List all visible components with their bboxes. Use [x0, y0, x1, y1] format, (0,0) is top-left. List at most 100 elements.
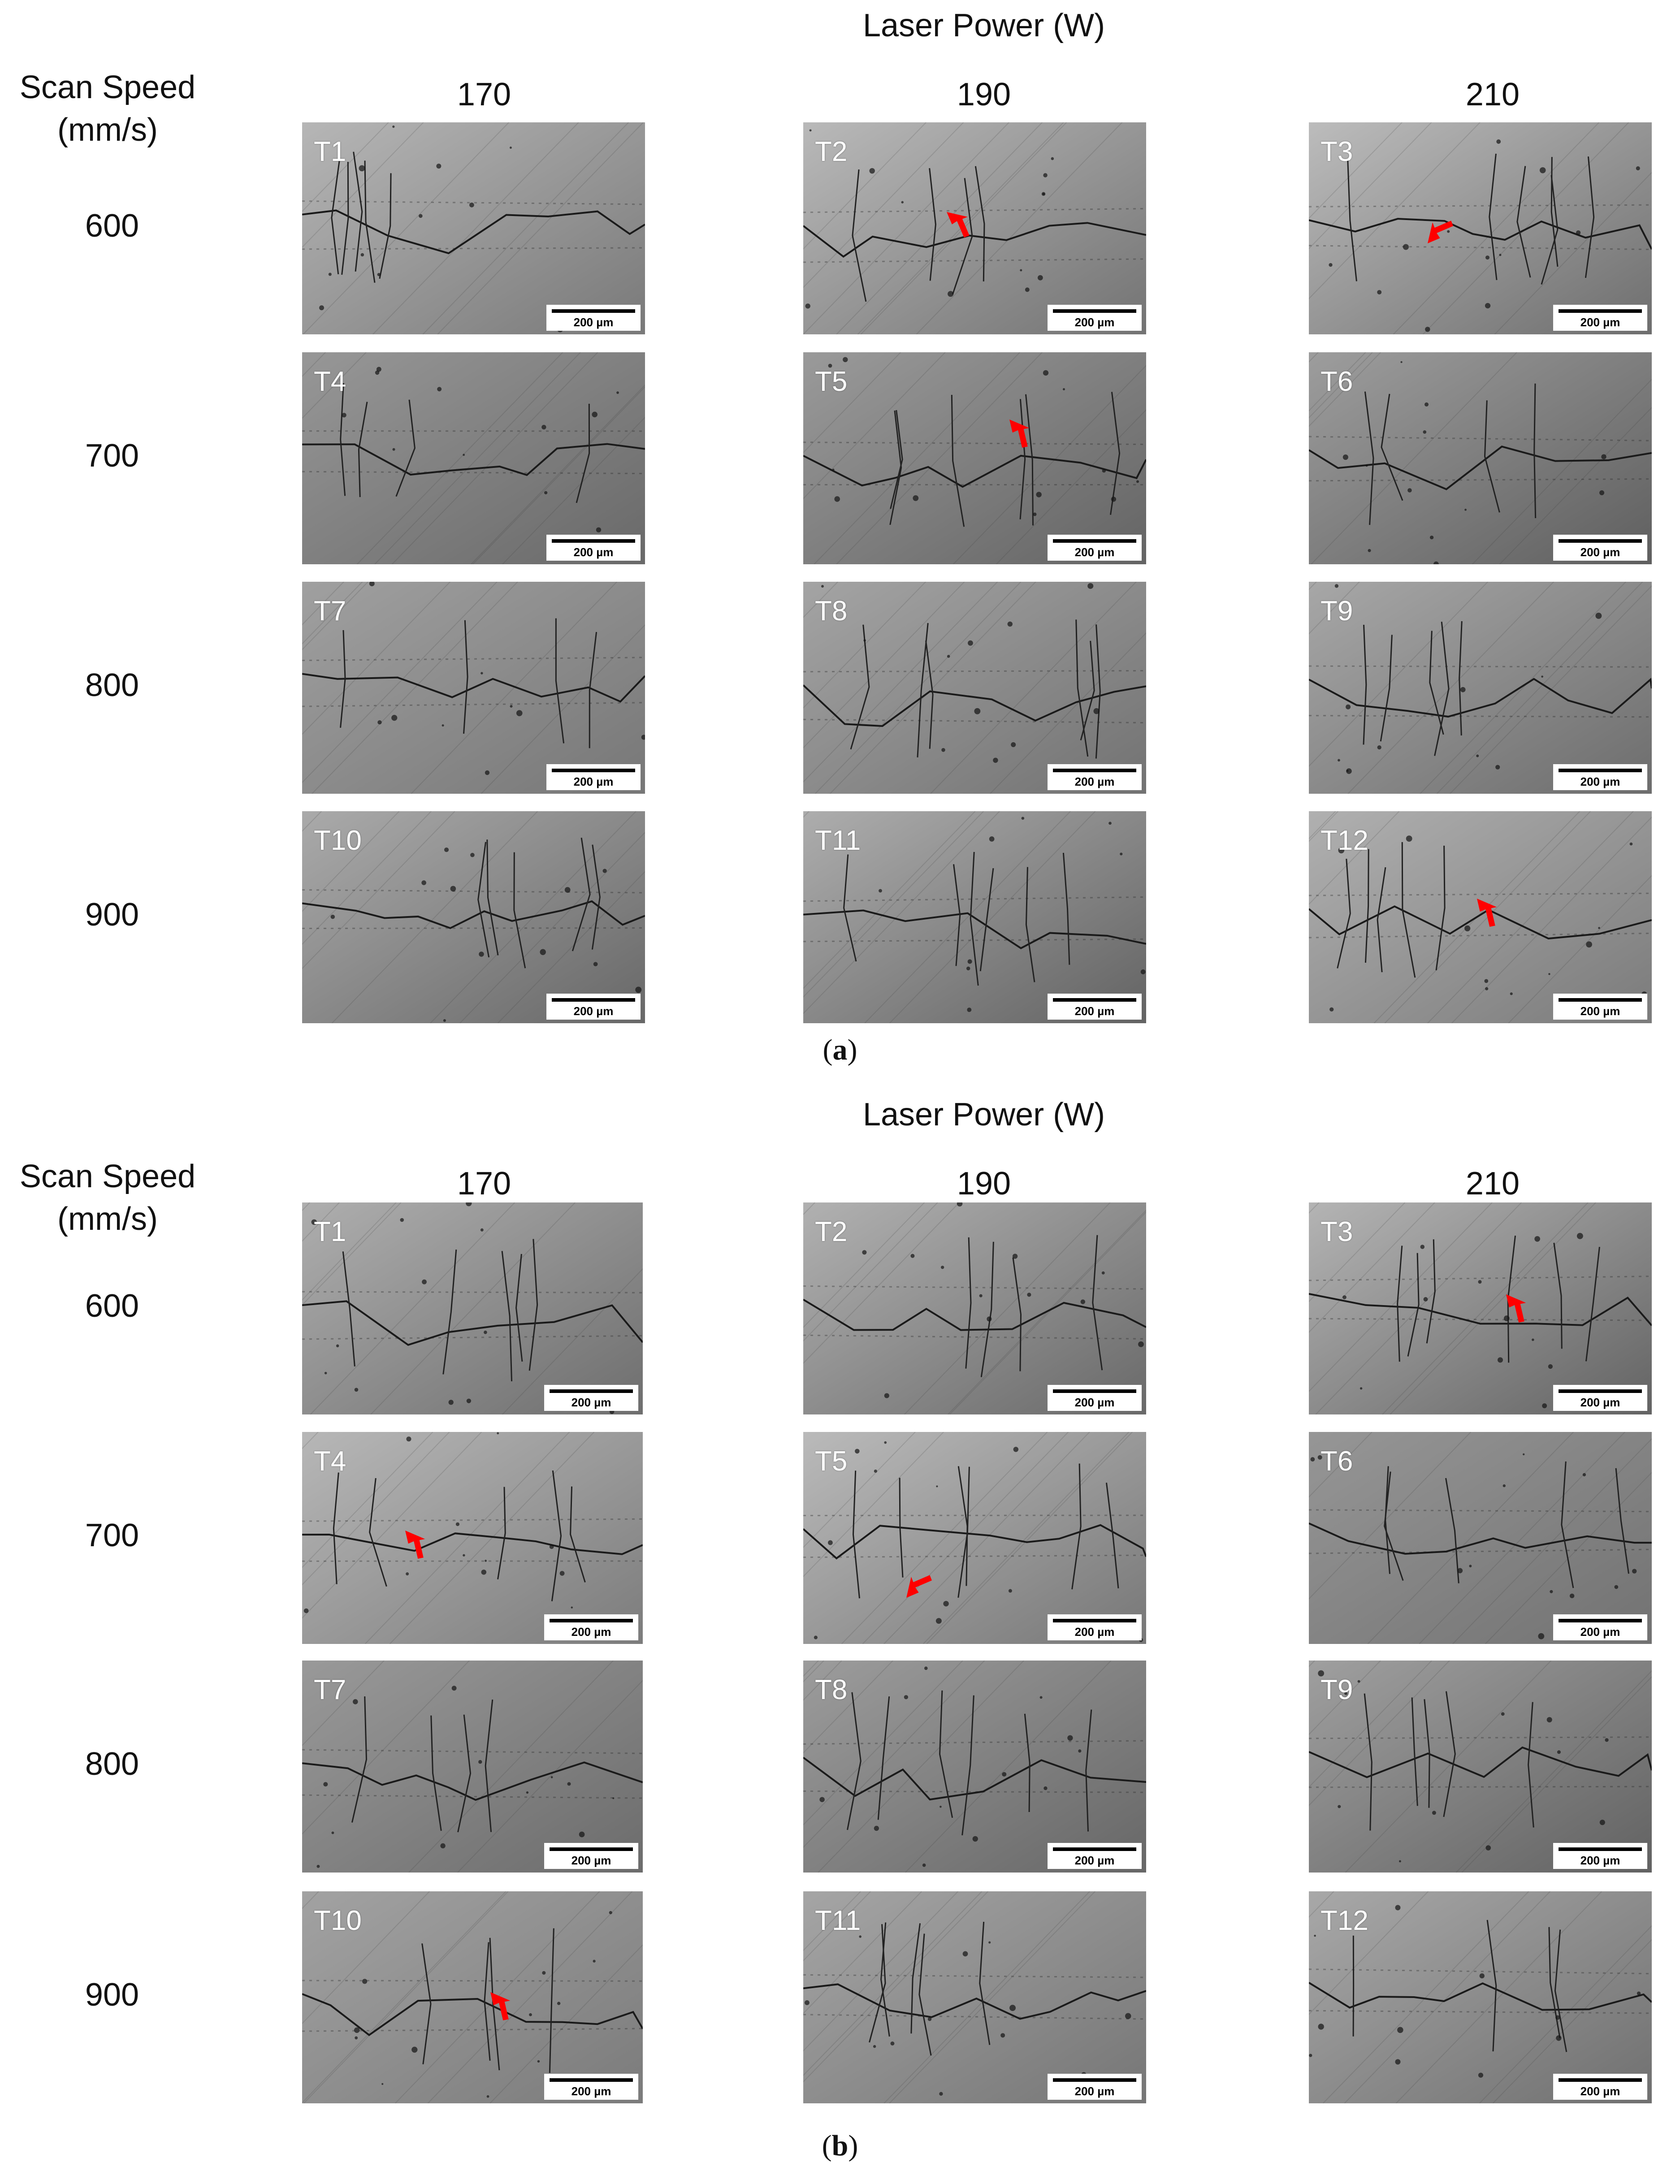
- micrograph-tile: T1 200 µm: [302, 122, 645, 334]
- scale-bar-text: 200 µm: [1074, 1625, 1115, 1639]
- micrograph-image: [1309, 811, 1652, 1023]
- scan-speed-label: Scan Speed (mm/s): [4, 1155, 211, 1241]
- micrograph-tile: T2 200 µm: [803, 122, 1146, 334]
- micrograph-tile: T8 200 µm: [803, 582, 1146, 794]
- laser-power-column-head: 190: [957, 1166, 1011, 1202]
- scale-bar: 200 µm: [1553, 1614, 1647, 1640]
- scale-bar: 200 µm: [1553, 994, 1647, 1020]
- scale-bar: 200 µm: [1048, 1614, 1142, 1640]
- red-arrow-icon: [490, 1992, 511, 2020]
- laser-power-column-head: 170: [457, 1166, 511, 1202]
- scale-bar-text: 200 µm: [1580, 545, 1620, 559]
- laser-power-column-head: 190: [957, 77, 1011, 112]
- panel-b: Laser Power (W) Scan Speed (mm/s) 170 190 210…: [0, 1089, 1680, 2181]
- scale-bar-text: 200 µm: [573, 775, 614, 788]
- micrograph-image: [1309, 1661, 1652, 1873]
- laser-power-column-head: 210: [1465, 77, 1520, 112]
- scale-bar: 200 µm: [1048, 1843, 1142, 1869]
- micrograph-image: [803, 122, 1146, 334]
- micrograph-image: [1309, 1202, 1652, 1414]
- sample-label: T5: [815, 366, 848, 397]
- micrograph-tile: T9 200 µm: [1309, 1661, 1652, 1873]
- scale-bar-text: 200 µm: [573, 1004, 614, 1018]
- scale-bar: 200 µm: [546, 764, 641, 790]
- scale-bar-text: 200 µm: [1074, 1396, 1115, 1409]
- micrograph-image: [1309, 1432, 1652, 1644]
- scale-bar-line: [552, 309, 635, 313]
- micrograph-image: [302, 352, 645, 564]
- sample-label: T12: [1321, 1905, 1368, 1936]
- micrograph-tile: T4 200 µm: [302, 1432, 643, 1644]
- micrograph-tile: T5 200 µm: [803, 352, 1146, 564]
- scan-speed-row-head: 700: [85, 438, 139, 474]
- red-arrow-icon: [906, 1575, 932, 1598]
- scale-bar-text: 200 µm: [1580, 1004, 1620, 1018]
- sample-label: T8: [815, 1674, 848, 1705]
- sample-label: T2: [815, 1216, 848, 1247]
- scale-bar-line: [1053, 309, 1136, 313]
- scale-bar-text: 200 µm: [1074, 1854, 1115, 1867]
- micrograph-image: [302, 1661, 643, 1873]
- panel-a: Laser Power (W) Scan Speed (mm/s) 170 190 210…: [20, 8, 1652, 1066]
- micrograph-image: [803, 1891, 1146, 2103]
- sample-label: T7: [314, 1674, 346, 1705]
- scale-bar-line: [550, 1847, 633, 1851]
- scale-bar-line: [552, 998, 635, 1002]
- micrograph-image: [302, 1891, 643, 2103]
- micrograph-image: [803, 1432, 1146, 1644]
- sample-label: T5: [815, 1446, 848, 1477]
- scale-bar-text: 200 µm: [571, 1396, 611, 1409]
- scale-bar-line: [550, 2078, 633, 2082]
- scale-bar-text: 200 µm: [1580, 2085, 1620, 2098]
- micrograph-tile: T5 200 µm: [803, 1432, 1146, 1644]
- red-arrow-icon: [1428, 221, 1453, 243]
- scale-bar-line: [1559, 2078, 1642, 2082]
- scale-bar-text: 200 µm: [1580, 316, 1620, 329]
- scale-bar: 200 µm: [1553, 535, 1647, 561]
- scale-bar: 200 µm: [1553, 1843, 1647, 1869]
- scale-bar-text: 200 µm: [1074, 1004, 1115, 1018]
- caption-close: ): [848, 2129, 858, 2162]
- scale-bar: 200 µm: [1048, 305, 1142, 331]
- scale-bar: 200 µm: [1048, 1385, 1142, 1411]
- sample-label: T11: [815, 1905, 861, 1936]
- scan-speed-unit: (mm/s): [57, 112, 158, 148]
- scale-bar-text: 200 µm: [1580, 1396, 1620, 1409]
- micrograph-tile: T11 200 µm: [803, 811, 1146, 1023]
- scale-bar: 200 µm: [1553, 305, 1647, 331]
- scale-bar-line: [1559, 1619, 1642, 1622]
- micrograph-tile: T10 200 µm: [302, 811, 645, 1023]
- red-arrow-icon: [947, 212, 970, 238]
- scale-bar: 200 µm: [544, 2074, 638, 2100]
- scale-bar: 200 µm: [546, 535, 641, 561]
- scan-speed-row-head: 600: [85, 208, 139, 244]
- micrograph-tile: T11 200 µm: [803, 1891, 1146, 2103]
- scale-bar-line: [1053, 1389, 1136, 1393]
- micrograph-tile: T4 200 µm: [302, 352, 645, 564]
- scale-bar-text: 200 µm: [573, 316, 614, 329]
- scale-bar: 200 µm: [546, 994, 641, 1020]
- scale-bar-line: [1053, 769, 1136, 772]
- scale-bar-line: [1053, 539, 1136, 543]
- scale-bar-line: [550, 1619, 633, 1622]
- scale-bar-line: [1559, 1847, 1642, 1851]
- micrograph-tile: T9 200 µm: [1309, 582, 1652, 794]
- caption-close: ): [847, 1034, 857, 1066]
- micrograph-image: [803, 1202, 1146, 1414]
- scale-bar-text: 200 µm: [571, 1625, 611, 1639]
- micrograph-image: [302, 811, 645, 1023]
- scale-bar: 200 µm: [546, 305, 641, 331]
- scale-bar-line: [550, 1389, 633, 1393]
- scale-bar-line: [1559, 998, 1642, 1002]
- sample-label: T12: [1321, 825, 1368, 856]
- micrograph-image: [803, 1661, 1146, 1873]
- sample-label: T1: [314, 136, 346, 167]
- sample-label: T9: [1321, 1674, 1353, 1705]
- micrograph-tile: T8 200 µm: [803, 1661, 1146, 1873]
- scale-bar: 200 µm: [544, 1843, 638, 1869]
- scale-bar: 200 µm: [1048, 535, 1142, 561]
- micrograph-tile: T7 200 µm: [302, 1661, 643, 1873]
- scale-bar-text: 200 µm: [571, 1854, 611, 1867]
- sample-label: T11: [815, 825, 861, 856]
- laser-power-column-head: 170: [457, 77, 511, 112]
